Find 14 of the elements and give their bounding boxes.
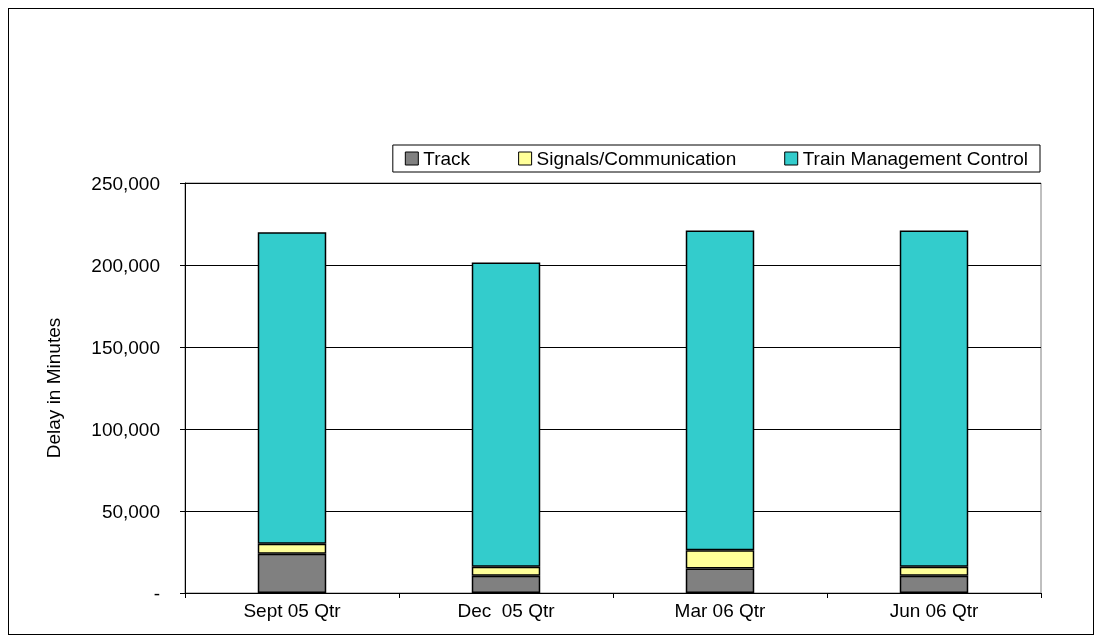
y-tick-label: 150,000 — [91, 336, 160, 358]
y-tick-label: 250,000 — [91, 172, 160, 194]
y-tick-label: 50,000 — [101, 500, 160, 522]
x-tick-label: Sept 05 Qtr — [243, 600, 342, 621]
legend-label: Train Management Control — [802, 148, 1029, 169]
y-tick-label: 100,000 — [91, 418, 160, 440]
x-tick-label: Mar 06 Qtr — [674, 600, 767, 621]
y-tick-label: 200,000 — [91, 254, 160, 276]
legend-label: Track — [423, 148, 471, 169]
y-axis-title: Delay in Minutes — [43, 317, 64, 459]
x-tick-label: Dec 05 Qtr — [457, 600, 556, 621]
x-tick-label: Jun 06 Qtr — [889, 600, 980, 621]
y-tick-label: - — [153, 582, 160, 604]
legend-label: Signals/Communication — [536, 148, 737, 169]
